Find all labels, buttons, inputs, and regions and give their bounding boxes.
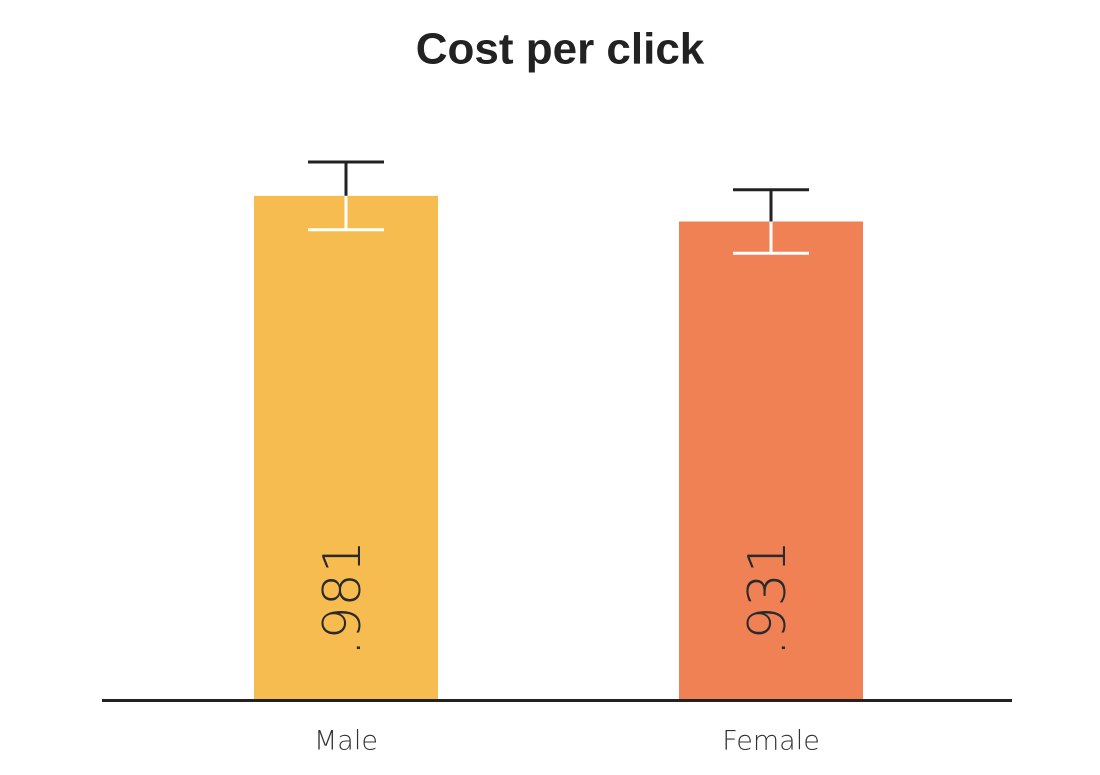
value-label: .931 xyxy=(738,540,798,656)
chart-title: Cost per click xyxy=(416,25,705,74)
x-tick-label: Male xyxy=(314,726,378,757)
bar xyxy=(254,195,438,699)
bar xyxy=(679,221,863,699)
value-label: .981 xyxy=(313,540,373,656)
x-tick-label: Female xyxy=(722,726,820,757)
